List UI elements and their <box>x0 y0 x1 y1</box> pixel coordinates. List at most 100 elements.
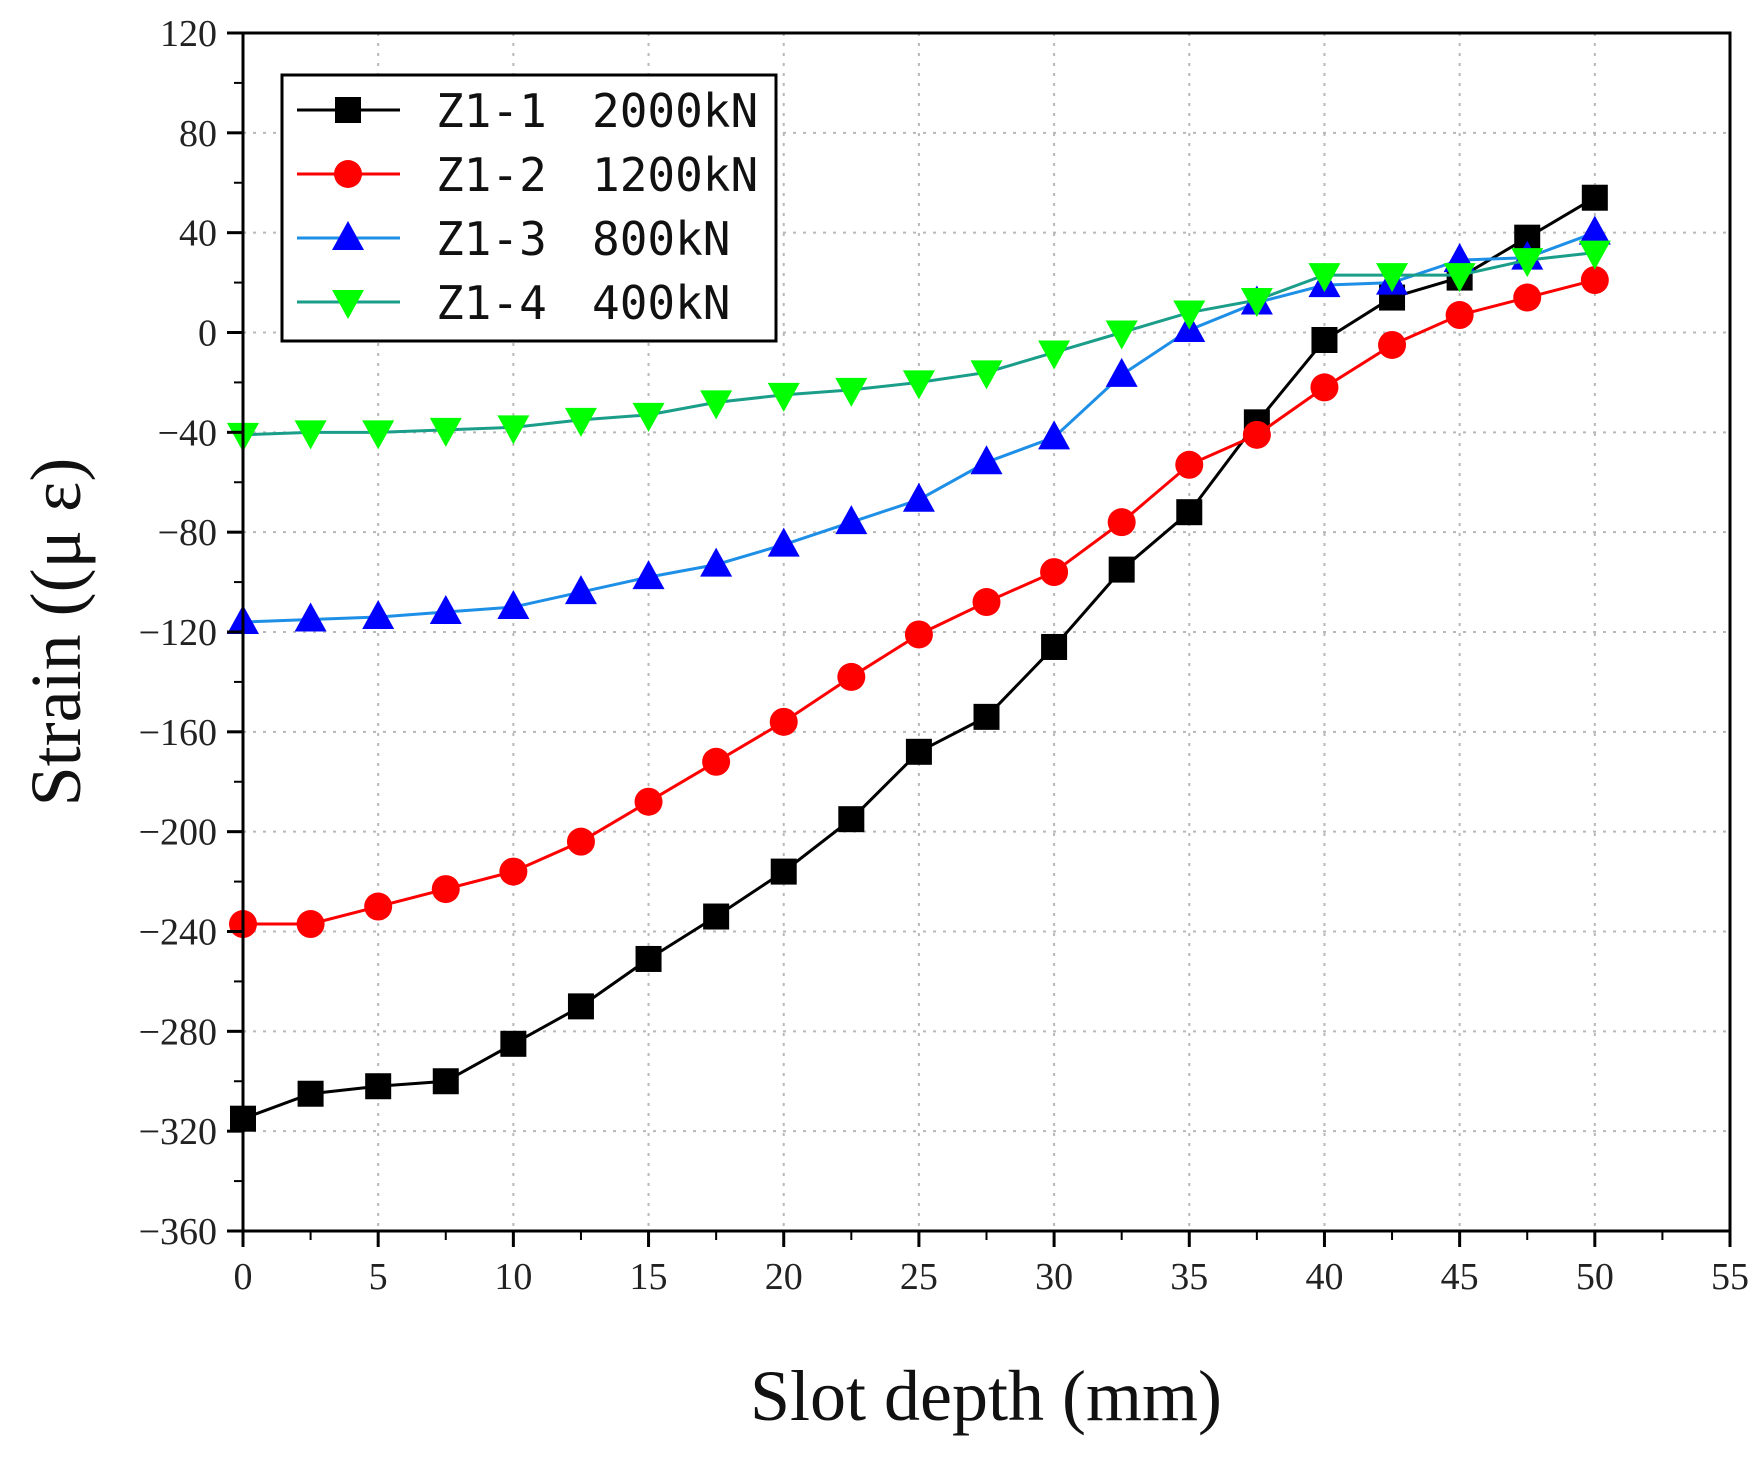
y-tick-label: −240 <box>139 912 217 954</box>
y-tick-label: −280 <box>139 1011 217 1053</box>
legend-item: Z1-1 2000kN <box>297 84 758 138</box>
data-point <box>564 407 597 437</box>
data-point <box>769 707 798 736</box>
x-tick-label: 30 <box>1035 1256 1073 1298</box>
data-point <box>1041 633 1068 660</box>
data-point <box>635 945 662 972</box>
data-point <box>1378 330 1407 359</box>
data-point <box>700 547 733 577</box>
data-point <box>497 590 530 620</box>
data-point <box>1242 420 1271 449</box>
data-point <box>632 402 665 432</box>
data-point <box>1040 558 1069 587</box>
x-tick-label: 25 <box>900 1256 938 1298</box>
data-point <box>838 806 865 833</box>
y-axis-title: Strain ((μ ε) <box>16 458 96 807</box>
x-tick-labels: 0 5 10 15 20 25 30 35 40 45 50 55 <box>234 1256 1750 1298</box>
data-point <box>497 415 530 445</box>
x-tick-label: 20 <box>765 1256 803 1298</box>
data-point <box>567 993 594 1020</box>
y-tick-label: −40 <box>158 412 217 454</box>
data-point <box>1310 373 1339 402</box>
data-point <box>1376 263 1409 293</box>
x-tick-label: 0 <box>234 1256 253 1298</box>
legend-series-name: Z1-2 <box>436 148 547 202</box>
data-point <box>970 360 1003 390</box>
x-tick-label: 15 <box>630 1256 668 1298</box>
data-point <box>1443 263 1476 293</box>
data-point <box>1511 248 1544 278</box>
data-point <box>432 1068 459 1095</box>
data-point <box>564 575 597 605</box>
data-point <box>972 588 1001 617</box>
legend-marker <box>332 221 364 250</box>
legend-load: 400kN <box>592 276 730 330</box>
legend-box <box>280 73 778 343</box>
legend-marker <box>335 97 361 123</box>
data-point <box>294 602 327 632</box>
data-point <box>1513 283 1542 312</box>
x-tick-label: 55 <box>1711 1256 1749 1298</box>
y-tick-label: −160 <box>139 712 217 754</box>
data-point <box>702 747 731 776</box>
axis-ticks <box>227 31 1732 1247</box>
data-point <box>566 827 595 856</box>
x-tick-label: 10 <box>494 1256 532 1298</box>
series-z1-2 <box>229 266 1609 939</box>
data-point <box>837 662 866 691</box>
data-point <box>970 445 1003 475</box>
data-point <box>1578 215 1611 245</box>
y-tick-label: 40 <box>179 213 217 255</box>
legend-series-name: Z1-4 <box>436 276 547 330</box>
legend-item: Z1-4 400kN <box>297 276 730 330</box>
data-point <box>767 527 800 557</box>
data-point <box>1578 240 1611 270</box>
x-tick-label: 40 <box>1305 1256 1343 1298</box>
data-point <box>429 595 462 625</box>
data-point <box>1311 326 1338 353</box>
x-tick-label: 50 <box>1576 1256 1614 1298</box>
data-point <box>500 1030 527 1057</box>
legend-marker <box>332 290 364 319</box>
y-tick-label: −80 <box>158 512 217 554</box>
legend-series-name: Z1-3 <box>436 212 547 266</box>
data-point <box>1176 499 1203 526</box>
data-point <box>767 382 800 412</box>
x-tick-label: 5 <box>369 1256 388 1298</box>
data-point <box>1581 184 1608 211</box>
y-tick-label: −320 <box>139 1111 217 1153</box>
data-point <box>364 892 393 921</box>
data-point <box>429 417 462 447</box>
data-point <box>770 858 797 885</box>
legend-load: 2000kN <box>592 84 758 138</box>
data-point <box>1107 508 1136 537</box>
data-point <box>365 1073 392 1100</box>
data-point <box>1308 263 1341 293</box>
data-point <box>835 377 868 407</box>
data-point <box>703 903 730 930</box>
legend-marker <box>334 160 362 188</box>
data-point <box>1105 357 1138 387</box>
legend-load: 800kN <box>592 212 730 266</box>
data-point <box>362 600 395 630</box>
data-point <box>1175 450 1204 479</box>
data-point <box>634 787 663 816</box>
data-point <box>1445 301 1474 330</box>
data-point <box>905 738 932 765</box>
data-point <box>973 703 1000 730</box>
y-tick-label: 80 <box>179 113 217 155</box>
data-point <box>294 420 327 450</box>
y-tick-label: −360 <box>139 1211 217 1253</box>
data-point <box>1173 300 1206 330</box>
data-point <box>904 620 933 649</box>
data-point <box>1580 266 1609 295</box>
data-point <box>362 420 395 450</box>
y-tick-labels: 120 80 40 0 −40 −80 −120 −160 −200 −240 −280 −320 −3… <box>139 13 217 1253</box>
data-point <box>902 370 935 400</box>
data-point <box>902 482 935 512</box>
legend-series-name: Z1-1 <box>436 84 547 138</box>
data-point <box>1240 288 1273 318</box>
legend: Z1-1 2000kN Z1-2 1200kN Z1-3 800kN Z1-4 400kN <box>280 73 778 343</box>
data-point <box>1038 420 1071 450</box>
